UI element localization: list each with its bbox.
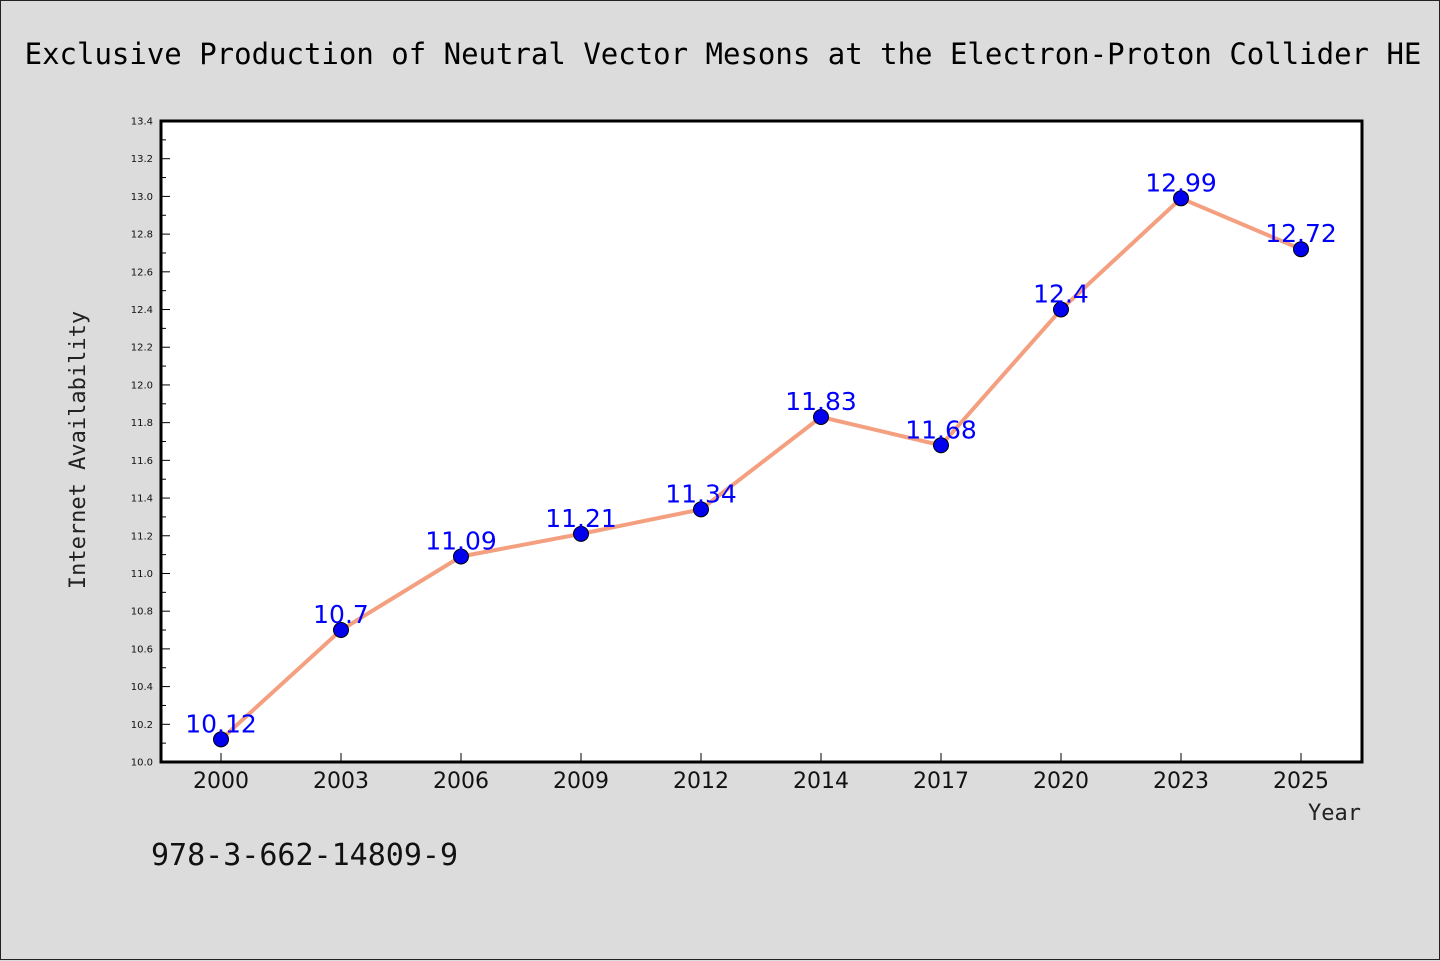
y-tick-label: 13.4 bbox=[131, 117, 153, 128]
data-label: 12.4 bbox=[1033, 280, 1089, 309]
series-line bbox=[219, 196, 1302, 741]
x-axis-label: Year bbox=[1308, 801, 1361, 826]
x-tick-label: 2006 bbox=[433, 769, 489, 794]
plot-area bbox=[159, 119, 1364, 764]
data-point bbox=[333, 622, 349, 639]
data-label: 10.7 bbox=[313, 600, 369, 629]
y-axis: 10.0 10.2 10.4 10.6 10.8 11.0 11.2 11.4 11.6 11.8… bbox=[131, 117, 170, 769]
data-point bbox=[1293, 241, 1309, 258]
y-tick-label: 12.8 bbox=[131, 230, 153, 241]
y-tick-label: 10.0 bbox=[131, 758, 153, 769]
x-tick-label: 2014 bbox=[793, 769, 849, 794]
y-tick-label: 12.4 bbox=[131, 305, 153, 316]
data-point bbox=[213, 731, 229, 748]
y-tick-label: 13.2 bbox=[131, 154, 153, 165]
y-tick-label: 11.2 bbox=[131, 531, 153, 542]
data-label: 11.21 bbox=[545, 504, 617, 533]
y-tick-label: 11.0 bbox=[131, 569, 153, 580]
data-point bbox=[1173, 190, 1189, 207]
x-axis: 2000 2003 2006 2009 2012 2014 2017 2020 2023 2025 bbox=[193, 753, 1329, 794]
y-tick-label: 12.2 bbox=[131, 343, 153, 354]
data-point bbox=[933, 437, 949, 454]
y-tick-label: 10.4 bbox=[131, 682, 153, 693]
series-layer: 10.12 10.7 11.09 11.21 11.34 11.83 11.68 12.4 12… bbox=[185, 168, 1337, 748]
data-point bbox=[813, 408, 829, 425]
data-label: 10.12 bbox=[185, 709, 257, 738]
data-point bbox=[453, 548, 469, 565]
x-tick-label: 2025 bbox=[1273, 769, 1329, 794]
data-point bbox=[573, 525, 589, 542]
y-tick-label: 12.6 bbox=[131, 267, 153, 278]
x-tick-label: 2020 bbox=[1033, 769, 1089, 794]
y-axis-label: Internet Availability bbox=[66, 311, 91, 589]
y-tick-label: 10.6 bbox=[131, 644, 153, 655]
data-label: 11.09 bbox=[425, 527, 497, 556]
x-tick-label: 2003 bbox=[313, 769, 369, 794]
x-tick-label: 2012 bbox=[673, 769, 729, 794]
data-label: 11.68 bbox=[905, 415, 977, 444]
data-point bbox=[1053, 301, 1069, 318]
y-tick-label: 12.0 bbox=[131, 380, 153, 391]
data-point bbox=[693, 501, 709, 518]
data-label: 12.72 bbox=[1265, 219, 1337, 248]
data-label: 12.99 bbox=[1145, 168, 1217, 197]
x-tick-label: 2017 bbox=[913, 769, 969, 794]
y-tick-label: 11.4 bbox=[131, 494, 153, 505]
x-tick-label: 2000 bbox=[193, 769, 249, 794]
x-tick-label: 2023 bbox=[1153, 769, 1209, 794]
y-tick-label: 11.6 bbox=[131, 456, 153, 467]
y-tick-label: 10.2 bbox=[131, 720, 153, 731]
x-tick-label: 2009 bbox=[553, 769, 609, 794]
isbn-text: 978-3-662-14809-9 bbox=[151, 838, 458, 873]
y-tick-label: 10.8 bbox=[131, 607, 153, 618]
chart-title: Exclusive Production of Neutral Vector M… bbox=[25, 37, 1422, 71]
y-tick-label: 11.8 bbox=[131, 418, 153, 429]
data-label: 11.83 bbox=[785, 387, 857, 416]
data-label: 11.34 bbox=[665, 479, 737, 508]
y-tick-label: 13.0 bbox=[131, 192, 153, 203]
